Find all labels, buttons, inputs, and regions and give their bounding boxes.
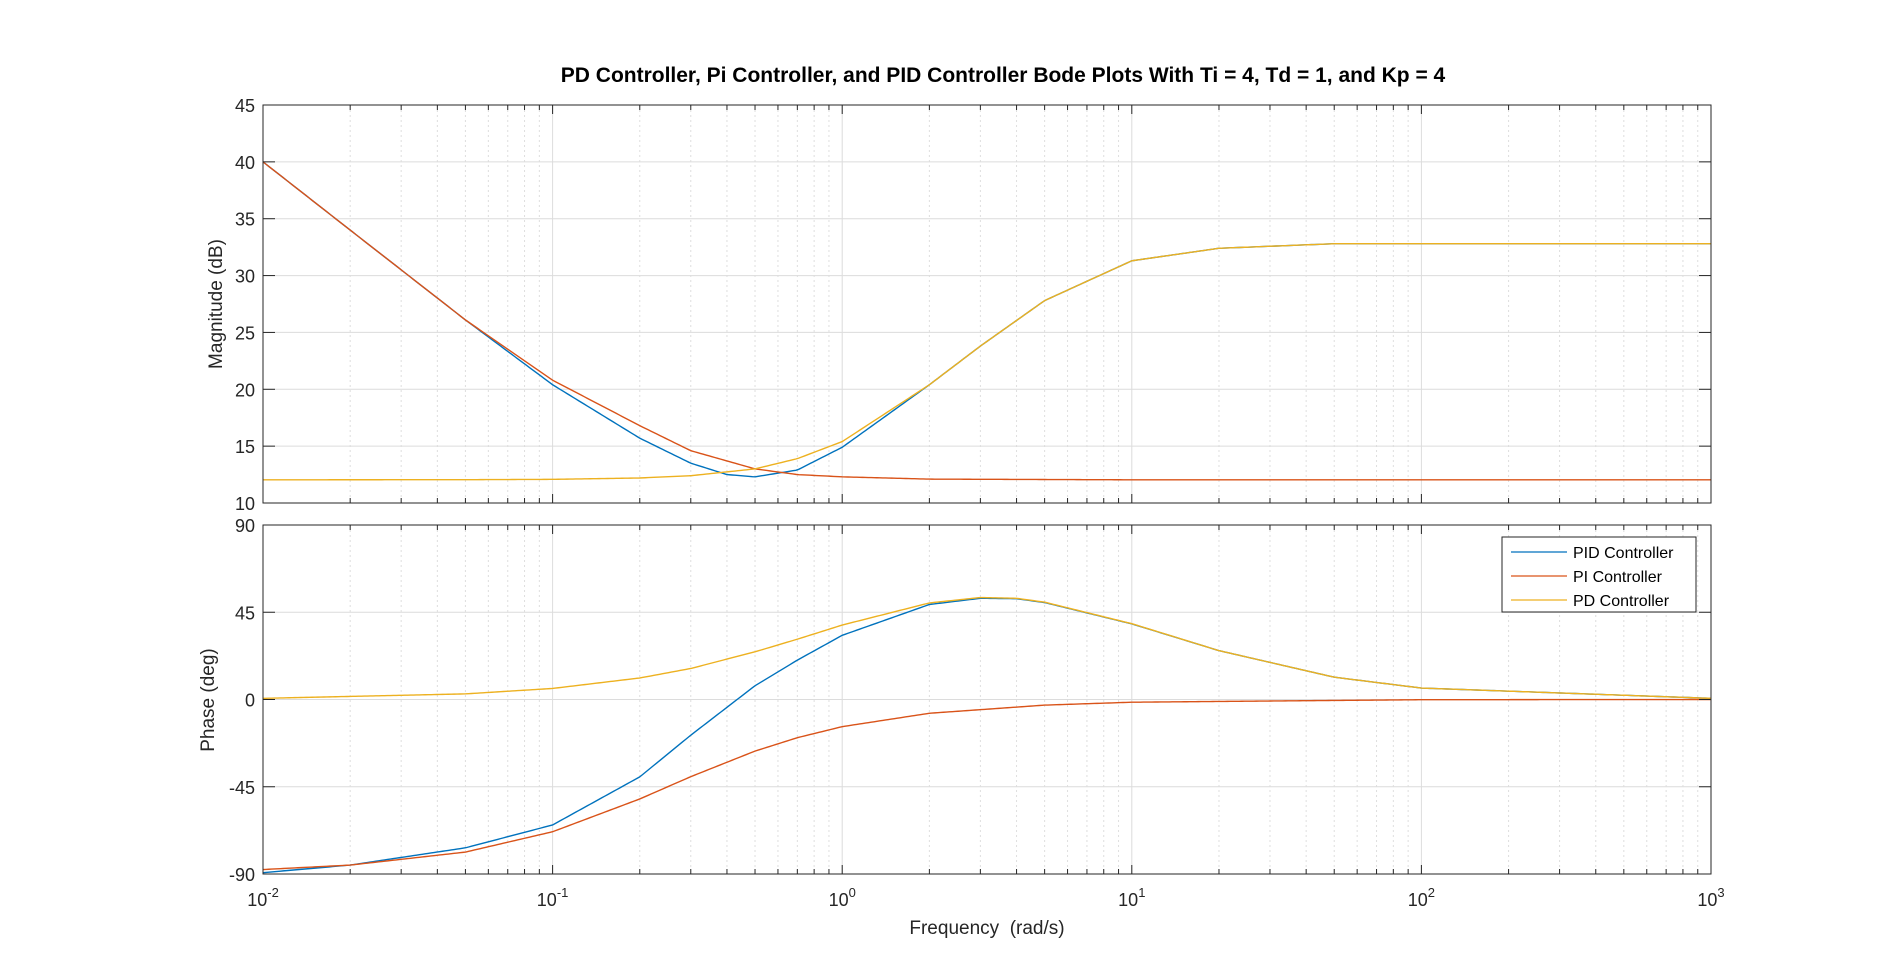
- x-axis-label: Frequency (rad/s): [909, 918, 1064, 939]
- magnitude-ticks: [262, 104, 1712, 504]
- magnitude-y-axis-label: Magnitude (dB): [206, 239, 227, 369]
- magnitude-y-tick-label: 10: [235, 494, 255, 514]
- legend-entry: PID Controller: [1511, 545, 1674, 562]
- magnitude-series: [262, 161, 1711, 481]
- magnitude-line-pd-controller: [263, 243, 1711, 481]
- magnitude-y-tick-label: 20: [235, 380, 255, 400]
- legend-entry: PI Controller: [1511, 569, 1663, 586]
- legend-label-pi: PI Controller: [1573, 569, 1663, 586]
- phase-series: [262, 596, 1712, 874]
- chart-title: PD Controller, Pi Controller, and PID Co…: [561, 64, 1446, 87]
- x-tick-label: 100: [829, 885, 856, 910]
- phase-y-tick-label: -45: [229, 778, 255, 798]
- legend-label-pd: PD Controller: [1573, 593, 1670, 610]
- magnitude-y-tick-label: 30: [235, 267, 255, 287]
- x-tick-label: 10-1: [537, 885, 569, 910]
- magnitude-subplot: 10 15 20 25 30 35 40 45 Magnitude (dB): [206, 96, 1712, 514]
- magnitude-y-tick-label: 25: [235, 323, 255, 343]
- phase-y-tick-labels: -90 -45 0 45 90: [229, 516, 255, 885]
- legend-entry: PD Controller: [1511, 593, 1670, 610]
- x-tick-label: 103: [1697, 885, 1724, 910]
- magnitude-axes-box: [262, 104, 1712, 504]
- x-tick-labels: 10-2 10-1 100 101 102 103: [247, 885, 1724, 910]
- phase-y-tick-label: -90: [229, 865, 255, 885]
- phase-subplot: -90 -45 0 45 90 Phase (deg): [198, 516, 1712, 885]
- x-tick-label: 10-2: [247, 885, 279, 910]
- phase-minor-grid: [349, 525, 1699, 874]
- phase-ticks: [262, 524, 1712, 875]
- phase-y-axis-label: Phase (deg): [198, 648, 219, 752]
- magnitude-minor-grid: [349, 105, 1699, 503]
- legend-label-pid: PID Controller: [1573, 545, 1674, 562]
- phase-y-tick-label: 0: [245, 691, 255, 711]
- magnitude-y-tick-label: 40: [235, 153, 255, 173]
- phase-y-tick-label: 90: [235, 516, 255, 536]
- x-tick-label: 101: [1118, 885, 1145, 910]
- magnitude-line-pi-controller: [262, 161, 1711, 481]
- magnitude-y-tick-label: 45: [235, 96, 255, 116]
- magnitude-y-tick-label: 35: [235, 210, 255, 230]
- x-tick-label: 102: [1408, 885, 1435, 910]
- phase-line-pi-controller: [262, 698, 1711, 871]
- phase-line-pd-controller: [262, 596, 1712, 700]
- magnitude-y-tick-labels: 10 15 20 25 30 35 40 45: [235, 96, 255, 514]
- phase-y-tick-label: 45: [235, 603, 255, 623]
- magnitude-y-tick-label: 15: [235, 437, 255, 457]
- magnitude-plot-area: [263, 105, 1711, 503]
- legend: PID Controller PI Controller PD Controll…: [1501, 536, 1697, 613]
